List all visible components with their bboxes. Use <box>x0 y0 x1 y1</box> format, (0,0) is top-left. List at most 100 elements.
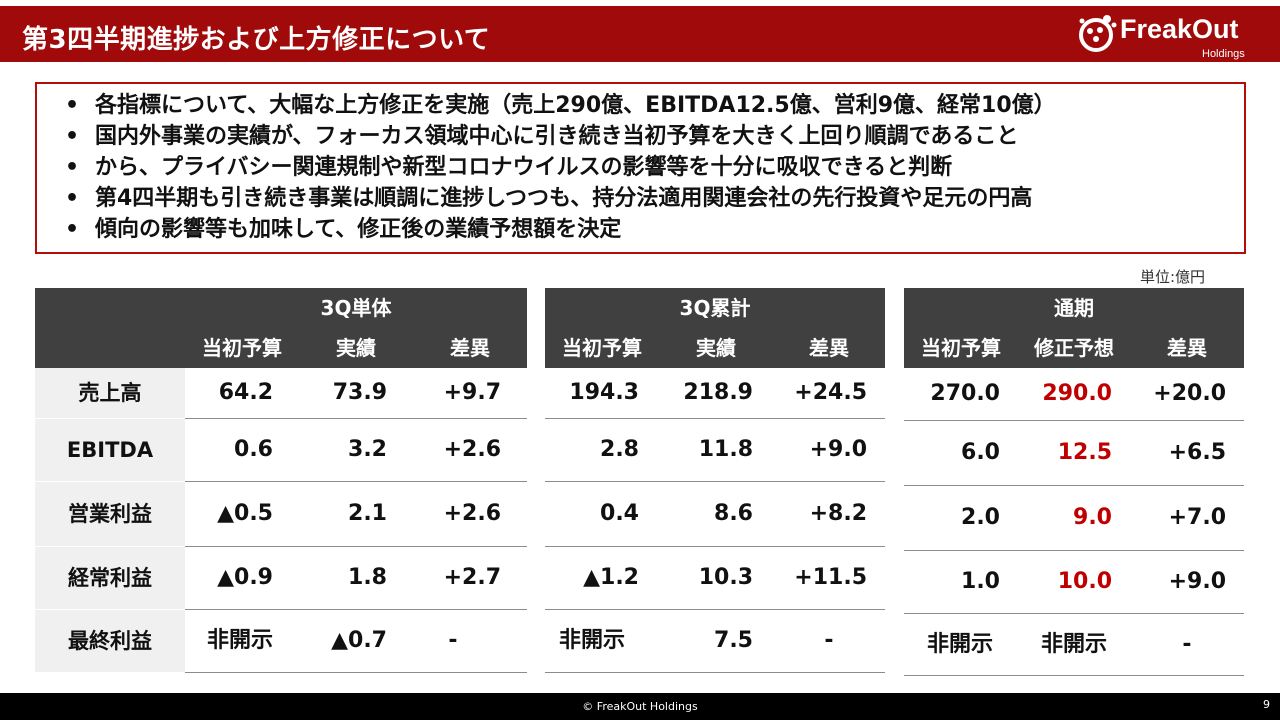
cell-actual: 8.6 <box>714 501 753 526</box>
table-3q-single-colheaders: 当初予算 実績 差異 <box>35 328 527 368</box>
bullet-1: 各指標について、大幅な上方修正を実施（売上290億、EBITDA12.5億、営利… <box>65 90 1234 121</box>
table-3q-cumulative-title: 3Q累計 <box>545 288 885 328</box>
col-header: 修正予想 <box>1034 336 1114 360</box>
table-row: 非開示 7.5 - <box>545 610 885 673</box>
bullet-1-text: 各指標について、大幅な上方修正を実施（売上290億、EBITDA12.5億、営利… <box>95 93 1056 118</box>
page-title: 第3四半期進捗および上方修正について <box>22 25 491 55</box>
table-row: 194.3 218.9 +24.5 <box>545 368 885 419</box>
cell-actual: 1.8 <box>348 565 387 590</box>
cell-diff: +2.7 <box>443 565 501 590</box>
bullet-2: 国内外事業の実績が、フォーカス領域中心に引き続き当初予算を大きく上回り順調である… <box>65 121 1234 152</box>
table-row: 270.0 290.0 +20.0 <box>904 368 1244 421</box>
freakout-logo: FreakOut Holdings <box>1070 6 1270 62</box>
cell-diff: +20.0 <box>1153 381 1226 406</box>
table-row: ▲0.5 2.1 +2.6 <box>185 482 527 547</box>
table-row: ▲0.9 1.8 +2.7 <box>185 547 527 610</box>
title-bar: 第3四半期進捗および上方修正について FreakOut Holdings <box>0 0 1280 66</box>
cell-actual: 73.9 <box>332 380 387 405</box>
cell-diff: +11.5 <box>794 565 867 590</box>
col-header: 実績 <box>336 336 376 360</box>
bullet-2-cont: から、プライバシー関連規制や新型コロナウイルスの影響等を十分に吸収できると判断 <box>65 152 1234 183</box>
title-band <box>0 6 1280 62</box>
bullet-3-cont: 傾向の影響等も加味して、修正後の業績予想額を決定 <box>65 214 1234 245</box>
bullet-3: 第4四半期も引き続き事業は順調に進捗しつつも、持分法適用関連会社の先行投資や足元… <box>65 183 1234 214</box>
table-row: ▲1.2 10.3 +11.5 <box>545 547 885 610</box>
cell-budget: 非開示 <box>926 632 993 657</box>
cell-revised: 10.0 <box>1057 569 1112 594</box>
cell-actual: 10.3 <box>698 565 753 590</box>
cell-revised: 9.0 <box>1073 505 1112 530</box>
cell-diff: - <box>1182 632 1192 657</box>
cell-budget: 1.0 <box>961 569 1000 594</box>
cell-budget: 非開示 <box>558 628 625 653</box>
table-row: 2.0 9.0 +7.0 <box>904 486 1244 551</box>
cell-budget: 0.6 <box>234 437 273 462</box>
cell-budget: ▲0.5 <box>217 501 273 526</box>
table-3q-single-title: 3Q単体 <box>35 288 527 328</box>
cell-diff: +9.0 <box>809 437 867 462</box>
bullet-3-text: 第4四半期も引き続き事業は順調に進捗しつつも、持分法適用関連会社の先行投資や足元… <box>95 186 1033 211</box>
cell-diff: +2.6 <box>443 501 501 526</box>
cell-diff: +7.0 <box>1168 505 1226 530</box>
row-label: EBITDA <box>35 419 185 481</box>
table-row: 64.2 73.9 +9.7 <box>185 368 527 419</box>
cell-actual: 7.5 <box>714 628 753 653</box>
cell-budget: 270.0 <box>930 381 1000 406</box>
cell-actual: 2.1 <box>348 501 387 526</box>
logo-mark-icon <box>1079 15 1117 52</box>
cell-budget: 非開示 <box>206 628 273 653</box>
cell-actual: 3.2 <box>348 437 387 462</box>
row-label: 売上高 <box>35 368 185 418</box>
row-label: 営業利益 <box>35 482 185 546</box>
cell-revised: 290.0 <box>1042 381 1112 406</box>
cell-diff: +9.7 <box>443 380 501 405</box>
row-label: 経常利益 <box>35 547 185 609</box>
page-number: 9 <box>1263 698 1270 711</box>
cell-budget: 194.3 <box>569 380 639 405</box>
row-label: 最終利益 <box>35 610 185 672</box>
summary-box: 各指標について、大幅な上方修正を実施（売上290億、EBITDA12.5億、営利… <box>35 82 1246 254</box>
table-3q-cumulative-colheaders: 当初予算 実績 差異 <box>545 328 885 368</box>
cell-budget: 0.4 <box>600 501 639 526</box>
table-full-year-colheaders: 当初予算 修正予想 差異 <box>904 328 1244 368</box>
cell-diff: +6.5 <box>1168 440 1226 465</box>
cell-diff: +24.5 <box>794 380 867 405</box>
col-header: 差異 <box>1167 336 1207 360</box>
table-row: 6.0 12.5 +6.5 <box>904 421 1244 486</box>
table-row: 0.6 3.2 +2.6 <box>185 419 527 482</box>
table-full-year: 通期 当初予算 修正予想 差異 270.0 290.0 +20.0 6.0 12… <box>904 288 1244 676</box>
col-header: 差異 <box>450 336 490 360</box>
bullet-3-text-cont: 傾向の影響等も加味して、修正後の業績予想額を決定 <box>95 217 622 242</box>
col-header: 当初予算 <box>202 336 282 360</box>
unit-label: 単位:億円 <box>1140 268 1206 286</box>
cell-budget: 2.8 <box>600 437 639 462</box>
cell-budget: ▲1.2 <box>583 565 639 590</box>
footer: © FreakOut Holdings 9 <box>0 693 1280 720</box>
cell-budget: ▲0.9 <box>217 565 273 590</box>
cell-revised: 非開示 <box>1040 632 1107 657</box>
cell-budget: 2.0 <box>961 505 1000 530</box>
logo-subtitle: Holdings <box>1202 48 1245 60</box>
cell-diff: - <box>824 628 834 653</box>
table-3q-cumulative: 3Q累計 当初予算 実績 差異 194.3 218.9 +24.5 2.8 11… <box>545 288 885 673</box>
table-row: 非開示 非開示 - <box>904 614 1244 676</box>
cell-budget: 6.0 <box>961 440 1000 465</box>
col-header: 当初予算 <box>921 336 1001 360</box>
cell-diff: +8.2 <box>809 501 867 526</box>
col-header: 実績 <box>696 336 736 360</box>
cell-actual: 218.9 <box>683 380 753 405</box>
bullet-2-text-cont: から、プライバシー関連規制や新型コロナウイルスの影響等を十分に吸収できると判断 <box>95 155 953 180</box>
table-row: 0.4 8.6 +8.2 <box>545 482 885 547</box>
table-3q-single: 3Q単体 当初予算 実績 差異 売上高 EBITDA 営業利益 経常利益 最終利… <box>35 288 527 673</box>
table-row: 2.8 11.8 +9.0 <box>545 419 885 482</box>
cell-actual: ▲0.7 <box>331 628 387 653</box>
cell-budget: 64.2 <box>218 380 273 405</box>
col-header: 当初予算 <box>562 336 642 360</box>
table-3q-single-title-text: 3Q単体 <box>320 296 392 320</box>
col-header: 差異 <box>809 336 849 360</box>
cell-diff: +2.6 <box>443 437 501 462</box>
cell-diff: - <box>448 628 458 653</box>
table-full-year-title: 通期 <box>904 288 1244 328</box>
cell-revised: 12.5 <box>1057 440 1112 465</box>
bullet-2-text: 国内外事業の実績が、フォーカス領域中心に引き続き当初予算を大きく上回り順調である… <box>95 124 1019 149</box>
